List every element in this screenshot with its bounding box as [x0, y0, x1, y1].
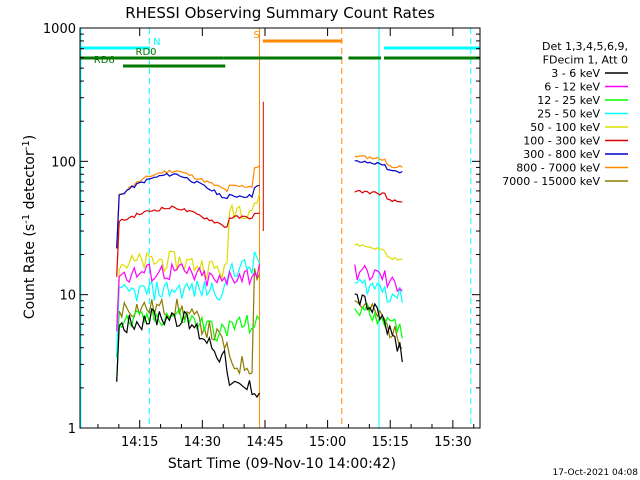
- y-label-sup1: -1: [21, 214, 32, 224]
- x-axis-label: Start Time (09-Nov-10 14:00:42): [168, 456, 396, 472]
- series-6-12-kev-orbit1: [116, 261, 261, 332]
- y-label-mid: detector: [22, 150, 38, 214]
- legend-label-0: 3 - 6 keV: [551, 67, 600, 80]
- flag-label-rd6: RD6: [94, 55, 115, 66]
- legend-header-1: FDecim 1, Att 0: [543, 54, 628, 67]
- series-800-7000-kev-orbit2: [354, 155, 403, 169]
- legend-label-2: 12 - 25 keV: [537, 94, 600, 107]
- flag-label-rd0: RD0: [136, 47, 157, 58]
- series-3-6-kev-orbit1: [116, 307, 261, 399]
- x-tick-label-5: 15:30: [434, 435, 471, 450]
- x-tick-label-4: 15:15: [371, 435, 408, 450]
- timestamp: 17-Oct-2021 04:08: [553, 468, 639, 478]
- legend-label-7: 800 - 7000 keV: [516, 162, 600, 175]
- instrument-flags: N S RD0 RD6: [80, 30, 480, 68]
- legend-label-6: 300 - 800 keV: [523, 148, 600, 161]
- x-tick-label-1: 14:30: [184, 435, 221, 450]
- series-50-100-kev-orbit1: [116, 193, 261, 328]
- plot-area: [80, 28, 472, 428]
- series-6-12-kev-orbit2: [354, 264, 403, 293]
- series-7000-15000-kev-orbit1: [116, 268, 261, 376]
- series-3-6-kev-orbit2: [354, 293, 403, 363]
- y-tick-label-2: 100: [51, 155, 76, 170]
- series-25-50-kev-orbit1: [116, 251, 261, 359]
- legend-label-1: 6 - 12 keV: [544, 81, 600, 94]
- axes: 14:15 14:30 14:45 15:00 15:15 15:30 1 10 100 1000: [43, 22, 481, 450]
- series-50-100-kev-orbit2: [354, 243, 403, 261]
- legend-label-8: 7000 - 15000 keV: [502, 175, 600, 188]
- legend-label-3: 25 - 50 keV: [537, 108, 600, 121]
- legend-header-0: Det 1,3,4,5,6,9,: [542, 40, 628, 53]
- y-tick-label-0: 1: [68, 422, 76, 437]
- series-100-300-kev-orbit1: [116, 205, 260, 277]
- series-800-7000-kev-orbit1: [116, 165, 260, 249]
- y-tick-label-3: 1000: [43, 22, 76, 37]
- y-label-end: ): [22, 135, 38, 140]
- flag-label-n: N: [153, 37, 160, 48]
- legend: Det 1,3,4,5,6,9,FDecim 1, Att 03 - 6 keV…: [502, 40, 628, 188]
- flag-label-s: S: [254, 30, 260, 41]
- series-300-800-kev-orbit1: [116, 172, 260, 249]
- x-tick-label-3: 15:00: [309, 435, 346, 450]
- series-25-50-kev-orbit2: [354, 278, 403, 303]
- data-series: [116, 101, 403, 399]
- y-label-sup2: -1: [21, 140, 32, 150]
- legend-label-5: 100 - 300 keV: [523, 135, 600, 148]
- x-tick-label-0: 14:15: [121, 435, 158, 450]
- series-12-25-kev-orbit2: [354, 302, 403, 339]
- y-axis-label: Count Rate (s-1 detector-1): [21, 135, 38, 319]
- plot-frame: [79, 27, 481, 429]
- series-300-800-kev-orbit2: [354, 160, 403, 174]
- y-tick-label-1: 10: [59, 289, 76, 304]
- x-tick-label-2: 14:45: [246, 435, 283, 450]
- y-label-main: Count Rate (s: [22, 224, 38, 319]
- series-100-300-kev-orbit2: [354, 189, 403, 203]
- chart-title: RHESSI Observing Summary Count Rates: [125, 4, 435, 22]
- legend-label-4: 50 - 100 keV: [530, 121, 600, 134]
